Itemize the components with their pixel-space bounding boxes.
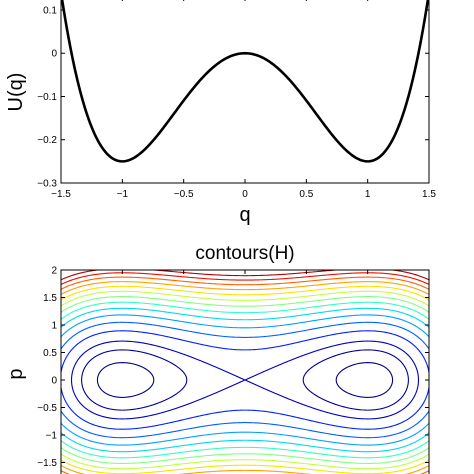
potential-y-tick-label: −0.3 — [37, 179, 57, 190]
contour-y-tick-label: −1 — [46, 431, 58, 442]
contour-line — [61, 281, 429, 474]
contour-y-tick-label: −1.5 — [37, 458, 57, 469]
contour-line — [61, 307, 429, 453]
contour-line — [96, 362, 394, 398]
potential-x-tick-label: −1 — [117, 189, 129, 200]
contour-line — [81, 349, 409, 411]
potential-x-tick-label: 0 — [242, 189, 248, 200]
contour-y-tick-label: 1.5 — [43, 293, 57, 304]
contour-chart: contours(H) −1.5 −1 −0.5 0 0.5 1 1.5 2 p — [5, 243, 430, 474]
contour-y-tick-label: 0.5 — [43, 348, 57, 359]
potential-x-tick-label: −1.5 — [51, 189, 71, 200]
contour-line — [61, 285, 429, 474]
potential-y-tick-label: 0 — [51, 49, 57, 60]
potential-x-tick-label: 1 — [365, 189, 371, 200]
potential-y-tick-label: 0.1 — [43, 5, 57, 16]
contour-plot-frame — [60, 269, 430, 474]
contour-line — [61, 301, 429, 459]
potential-plot-frame — [60, 0, 430, 184]
contour-line — [61, 270, 429, 281]
contour-y-tick-label: 2 — [51, 266, 57, 277]
potential-y-tick-label: −0.1 — [37, 92, 57, 103]
potential-plot-area — [61, 0, 429, 183]
potential-x-tick-label: −0.5 — [174, 189, 194, 200]
potential-chart: −1.5 −1 −0.5 0 0.5 1 1.5 −0.3 −0.2 −0.1 0 0.1 q U(q… — [5, 0, 436, 226]
contour-y-axis-label: p — [5, 368, 27, 379]
contour-line — [70, 340, 420, 420]
contour-line — [61, 314, 429, 446]
contour-line — [61, 276, 429, 474]
potential-x-tick-label: 1.5 — [422, 189, 436, 200]
contour-y-tick-label: 0 — [51, 376, 57, 387]
contour-line — [61, 321, 429, 439]
contour-line — [61, 290, 429, 470]
potential-curve — [60, 0, 430, 163]
contour-y-tick-label: 1 — [51, 321, 57, 332]
contour-y-tick-label: −0.5 — [37, 403, 57, 414]
contour-line — [61, 330, 429, 430]
contour-title: contours(H) — [195, 243, 294, 264]
potential-x-axis-label: q — [239, 204, 250, 226]
potential-y-tick-label: −0.2 — [37, 135, 57, 146]
potential-y-axis-label: U(q) — [5, 73, 27, 112]
potential-x-tick-label: 0.5 — [299, 189, 313, 200]
contour-line — [61, 296, 429, 464]
